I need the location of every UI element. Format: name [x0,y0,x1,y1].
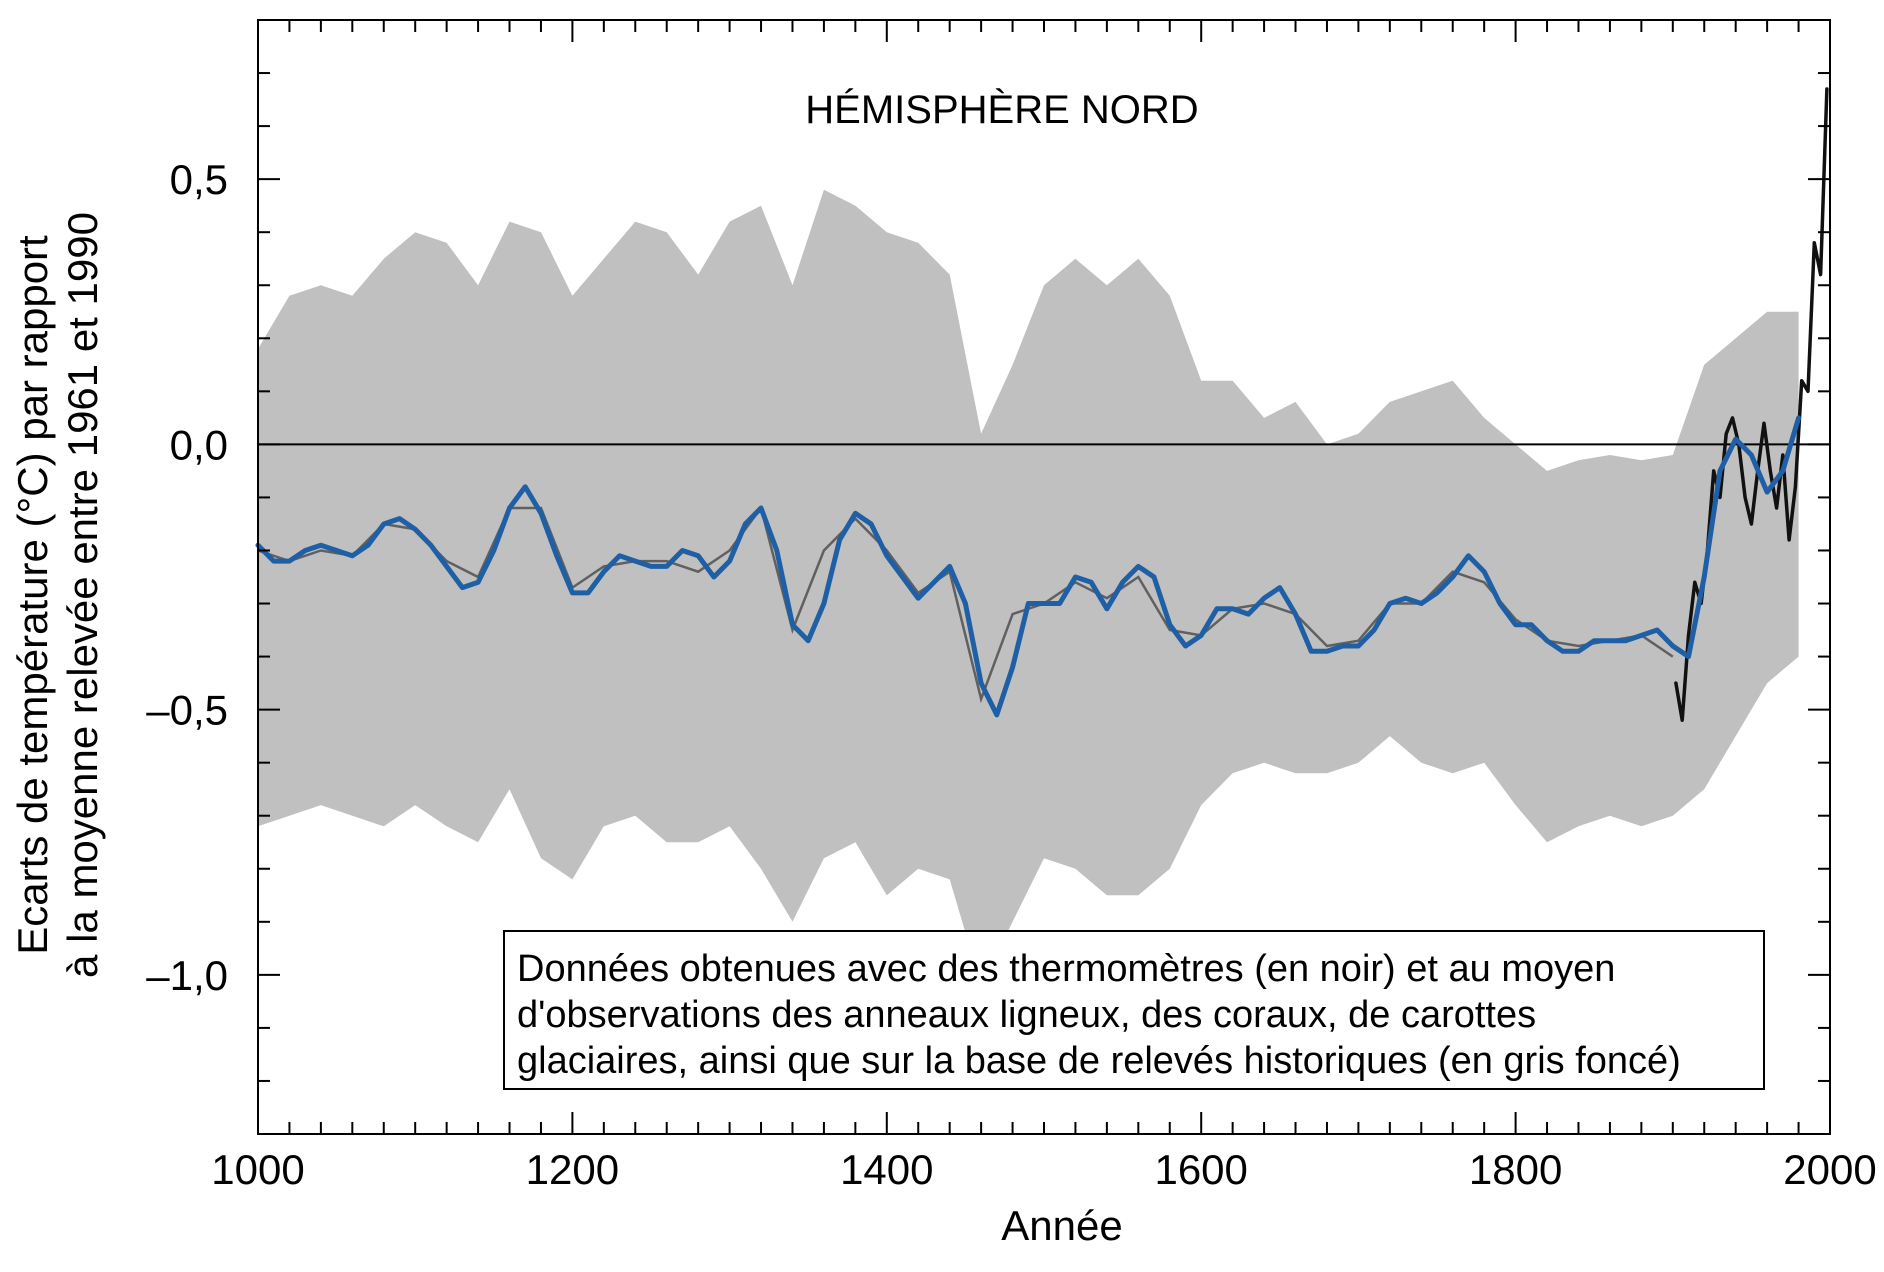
x-tick-label: 1600 [1154,1146,1247,1193]
annotation-line-2: d'observations des anneaux ligneux, des … [517,994,1537,1036]
chart-title: HÉMISPHÈRE NORD [805,87,1198,132]
y-tick-label: 0,5 [170,156,228,203]
axis-ticks: 1000 1200 1400 1600 1800 2000 0,5 0,0 –0,5 –1,0 [146,20,1877,1193]
annotation-line-3: glaciaires, ainsi que sur la base de rel… [517,1040,1681,1082]
reconstruction-series [257,505,1674,704]
smoothed-series [255,415,1802,718]
smoothed-series-line [255,415,1802,718]
annotation-box: Données obtenues avec des thermomètres (… [503,930,1765,1090]
x-tick-label: 1200 [526,1146,619,1193]
x-tick-label: 1000 [211,1146,304,1193]
x-tick-label: 2000 [1783,1146,1876,1193]
reconstruction-line [257,505,1674,704]
annotation-line-1: Données obtenues avec des thermomètres (… [517,948,1616,990]
y-tick-label: –0,5 [146,687,228,734]
x-tick-label: 1400 [840,1146,933,1193]
y-tick-label: 0,0 [170,421,228,468]
y-tick-label: –1,0 [146,952,228,999]
y-axis-title-line2: à la moyenne relevée entre 1961 et 1990 [59,212,106,978]
uncertainty-band [258,189,1799,986]
x-tick-label: 1800 [1469,1146,1562,1193]
x-axis-title: Année [1001,1202,1122,1249]
y-axis-title-line1: Ecarts de température (°C) par rapport [9,235,56,955]
uncertainty-band-area [258,189,1799,986]
